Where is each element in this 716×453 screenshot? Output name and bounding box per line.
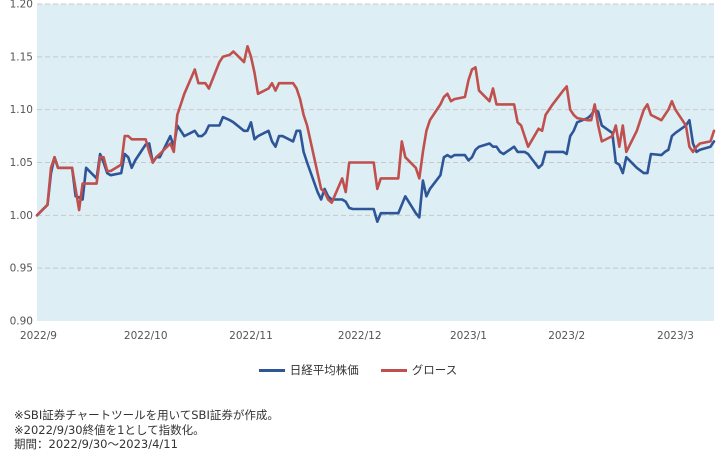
x-tick-label: 2022/9 [20, 330, 57, 342]
x-axis-ticks: 2022/9 2022/10 2022/11 2022/12 2023/1 2023/2 2… [20, 330, 694, 342]
legend: 日経平均株価 グロース [0, 362, 716, 378]
y-tick-label: 1.00 [10, 210, 33, 222]
x-tick-label: 2023/3 [657, 330, 694, 342]
legend-item-growth: グロース [380, 362, 458, 378]
series-line-nikkei [35, 108, 716, 223]
legend-swatch-nikkei [258, 368, 285, 372]
legend-label-growth: グロース [411, 363, 458, 377]
y-tick-label: 0.95 [10, 263, 33, 275]
footnote-source: ※SBI証券チャートツールを用いてSBI証券が作成。 [14, 408, 279, 422]
footnote-period: 期間：2022/9/30〜2023/4/11 [14, 437, 178, 451]
y-tick-label: 0.90 [10, 316, 33, 328]
y-axis-ticks: 0.90 0.95 1.00 1.05 1.10 1.15 1.20 [10, 0, 33, 328]
x-tick-label: 2022/11 [229, 330, 273, 342]
y-tick-label: 1.15 [10, 51, 33, 63]
series-line-growth [35, 44, 716, 217]
x-tick-label: 2023/2 [548, 330, 585, 342]
line-chart: 0.900.951.001.051.101.151.20 2022/9 2022/… [10, 0, 716, 342]
footnotes: ※SBI証券チャートツールを用いてSBI証券が作成。 ※2022/9/30終値を… [14, 408, 279, 452]
x-tick-label: 2022/12 [338, 330, 382, 342]
y-tick-label: 1.20 [10, 0, 33, 11]
y-tick-label: 1.05 [10, 157, 33, 169]
footnote-index: ※2022/9/30終値を1として指数化。 [14, 422, 205, 437]
x-tick-label: 2022/10 [124, 330, 168, 342]
x-tick-label: 2023/1 [450, 330, 487, 342]
legend-swatch-growth [380, 368, 407, 372]
legend-item-nikkei: 日経平均株価 [258, 362, 359, 378]
y-tick-label: 1.10 [10, 104, 33, 116]
series-lines [35, 44, 716, 223]
legend-label-nikkei: 日経平均株価 [289, 363, 359, 377]
